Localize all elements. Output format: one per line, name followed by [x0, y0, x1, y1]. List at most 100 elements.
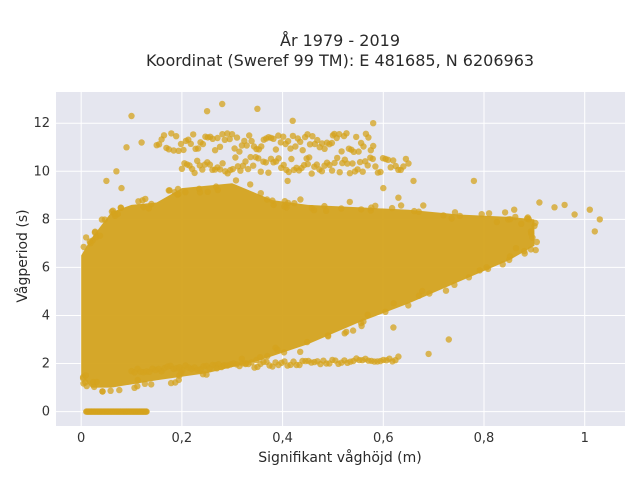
data-point-mid_period	[216, 166, 224, 173]
data-point-long_period	[304, 131, 311, 138]
data-point	[440, 212, 447, 219]
data-point	[281, 203, 288, 210]
data-point-low_period	[179, 366, 186, 374]
data-point	[148, 381, 155, 388]
data-point-mid_period	[359, 168, 366, 175]
data-point-long_period	[272, 146, 280, 153]
data-point	[167, 379, 175, 387]
data-point	[308, 205, 315, 212]
outlier-point	[425, 350, 432, 358]
outlier-point	[536, 199, 543, 206]
data-point-mid_period	[219, 160, 226, 167]
data-point-mid_period	[318, 168, 326, 175]
outlier-point	[591, 228, 598, 235]
data-point	[321, 202, 328, 210]
data-point	[134, 383, 141, 390]
data-point-mid_period	[349, 160, 356, 167]
data-point	[419, 287, 426, 295]
data-point-mid_period	[405, 160, 412, 167]
data-point-long_period	[338, 148, 345, 155]
data-point	[532, 246, 539, 254]
data-point-long_period	[306, 141, 314, 148]
outlier-point	[445, 336, 452, 343]
data-point	[79, 373, 87, 381]
y-tick-label: 6	[42, 260, 50, 275]
data-point	[357, 319, 365, 327]
data-point-mid_period	[206, 161, 214, 168]
y-tick-label: 8	[42, 212, 50, 227]
data-point-long_period	[258, 143, 265, 150]
data-point	[139, 197, 146, 204]
data-point	[247, 181, 254, 188]
data-point-long_period	[270, 135, 277, 142]
data-point-long_period	[336, 131, 343, 138]
y-tick-label: 2	[42, 357, 50, 372]
data-point-long_period	[165, 146, 173, 153]
data-point	[478, 211, 485, 218]
data-point	[364, 311, 371, 318]
data-point	[532, 219, 539, 227]
outlier-point	[329, 132, 337, 139]
outlier-point	[395, 194, 402, 201]
outlier-point	[410, 177, 417, 185]
data-point-long_period	[299, 147, 306, 154]
data-point-mid_period	[242, 158, 249, 165]
data-point-low_period	[395, 353, 402, 360]
data-point	[527, 246, 535, 253]
data-point-mid_period	[255, 155, 262, 162]
outlier-point	[470, 177, 478, 185]
data-point-long_period	[353, 133, 360, 141]
x-tick-label: 0,4	[272, 431, 293, 446]
data-point	[175, 376, 182, 384]
data-point	[80, 243, 87, 251]
data-point-mid_period	[308, 170, 315, 177]
data-point-mid_period	[229, 165, 236, 173]
data-point-long_period	[155, 141, 163, 148]
x-tick-label: 0,6	[373, 431, 394, 446]
data-point-mid_period	[336, 169, 343, 176]
outlier-point	[113, 168, 120, 175]
data-point	[483, 264, 490, 271]
data-point-long_period	[221, 136, 228, 143]
data-point-mid_period	[328, 167, 336, 174]
data-point	[182, 189, 189, 196]
data-point-mid_period	[265, 169, 272, 176]
outlier-point	[128, 112, 135, 120]
data-point	[415, 292, 423, 299]
data-point-long_period	[321, 145, 328, 152]
outlier-point	[219, 100, 226, 108]
outlier-point	[284, 177, 291, 185]
data-point	[451, 281, 458, 288]
data-point-long_period	[314, 136, 321, 144]
data-point	[89, 378, 97, 386]
data-point	[91, 228, 99, 235]
data-point-long_period	[226, 135, 233, 143]
data-point	[506, 256, 513, 264]
y-tick-label: 10	[33, 164, 50, 179]
data-point-mid_period	[262, 159, 270, 166]
data-point	[512, 245, 520, 252]
data-point	[141, 380, 149, 387]
data-point	[92, 234, 100, 241]
data-point-mid_period	[384, 156, 392, 163]
data-point	[346, 198, 353, 206]
data-point-long_period	[328, 139, 336, 147]
data-point-long_period	[355, 148, 362, 155]
data-point	[166, 187, 173, 194]
data-point-mid_period	[232, 154, 239, 161]
data-point	[448, 215, 455, 222]
data-point	[521, 247, 528, 255]
data-point-long_period	[233, 134, 241, 141]
data-point	[426, 290, 433, 297]
data-point-mid_period	[250, 162, 257, 169]
data-point	[204, 188, 211, 195]
data-point	[82, 234, 90, 241]
x-axis-label: Signifikant våghöjd (m)	[258, 449, 421, 466]
data-point-long_period	[370, 142, 377, 150]
data-point-long_period	[219, 131, 226, 138]
dense-point-cloud	[81, 183, 535, 388]
y-axis-label: Vågperiod (s)	[14, 209, 31, 302]
outlier-point	[596, 216, 603, 223]
